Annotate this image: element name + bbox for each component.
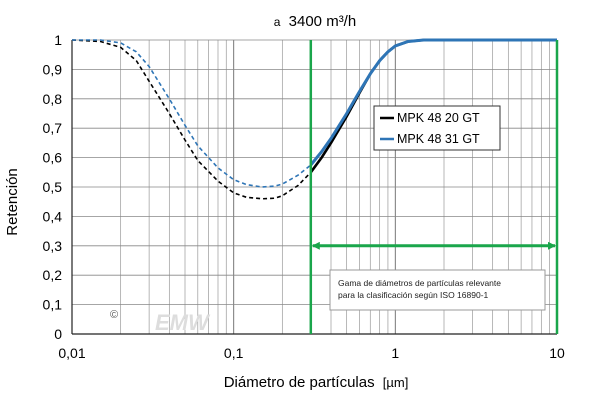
x-axis-label-main: Diámetro de partículas [224,374,375,391]
x-axis-label-unit: [µm] [383,375,409,390]
y-tick-label: 0,1 [43,297,63,313]
x-axis-label: Diámetro de partículas [µm] [224,374,409,391]
chart-title-main: 3400 m³/h [289,13,357,30]
chart-title: a 3400 m³/h [274,13,356,30]
x-tick-label: 0,1 [224,345,244,361]
y-tick-label: 0,2 [43,267,63,283]
y-tick-label: 0,4 [43,208,63,224]
copyright-symbol: © [110,309,118,321]
y-tick-label: 0,9 [43,61,63,77]
legend: MPK 48 20 GT MPK 48 31 GT [373,105,501,151]
watermark-logo: EMW [155,310,211,335]
x-tick-label: 10 [549,345,565,361]
y-axis-label: Retención [4,168,21,236]
chart-title-prefix: a [274,15,281,29]
legend-label-mpk-48-20-gt: MPK 48 20 GT [397,111,480,125]
series-line-dashed-mpk-48-20-gt [71,39,312,200]
y-tick-label: 0,3 [43,238,63,254]
tick-labels: 0 0,1 0,2 0,3 0,4 0,5 0,6 0,7 0,8 0,9 1 0,01 0,1 1 10 [43,32,565,361]
y-tick-label: 0,7 [43,120,63,136]
series-line-dashed-mpk-48-31-gt [72,39,312,188]
y-tick-label: 0,6 [43,150,63,166]
range-note-line-1: Gama de diámetros de partículas relevant… [338,278,501,288]
y-tick-label: 0,8 [43,91,63,107]
range-marker: Gama de diámetros de partículas relevant… [309,40,559,334]
range-note-box [329,269,546,311]
x-tick-label: 0,01 [58,345,85,361]
legend-box [373,105,501,151]
legend-label-mpk-48-31-gt: MPK 48 31 GT [397,132,480,146]
range-note-line-2: para la clasificación según ISO 16890-1 [338,290,489,300]
series-line-solid-mpk-48-31-gt [309,38,557,166]
y-tick-label: 0,5 [43,179,63,195]
y-tick-label: 1 [54,32,62,48]
x-tick-label: 1 [391,345,399,361]
series-layer [71,38,557,200]
y-tick-label: 0 [54,326,62,342]
